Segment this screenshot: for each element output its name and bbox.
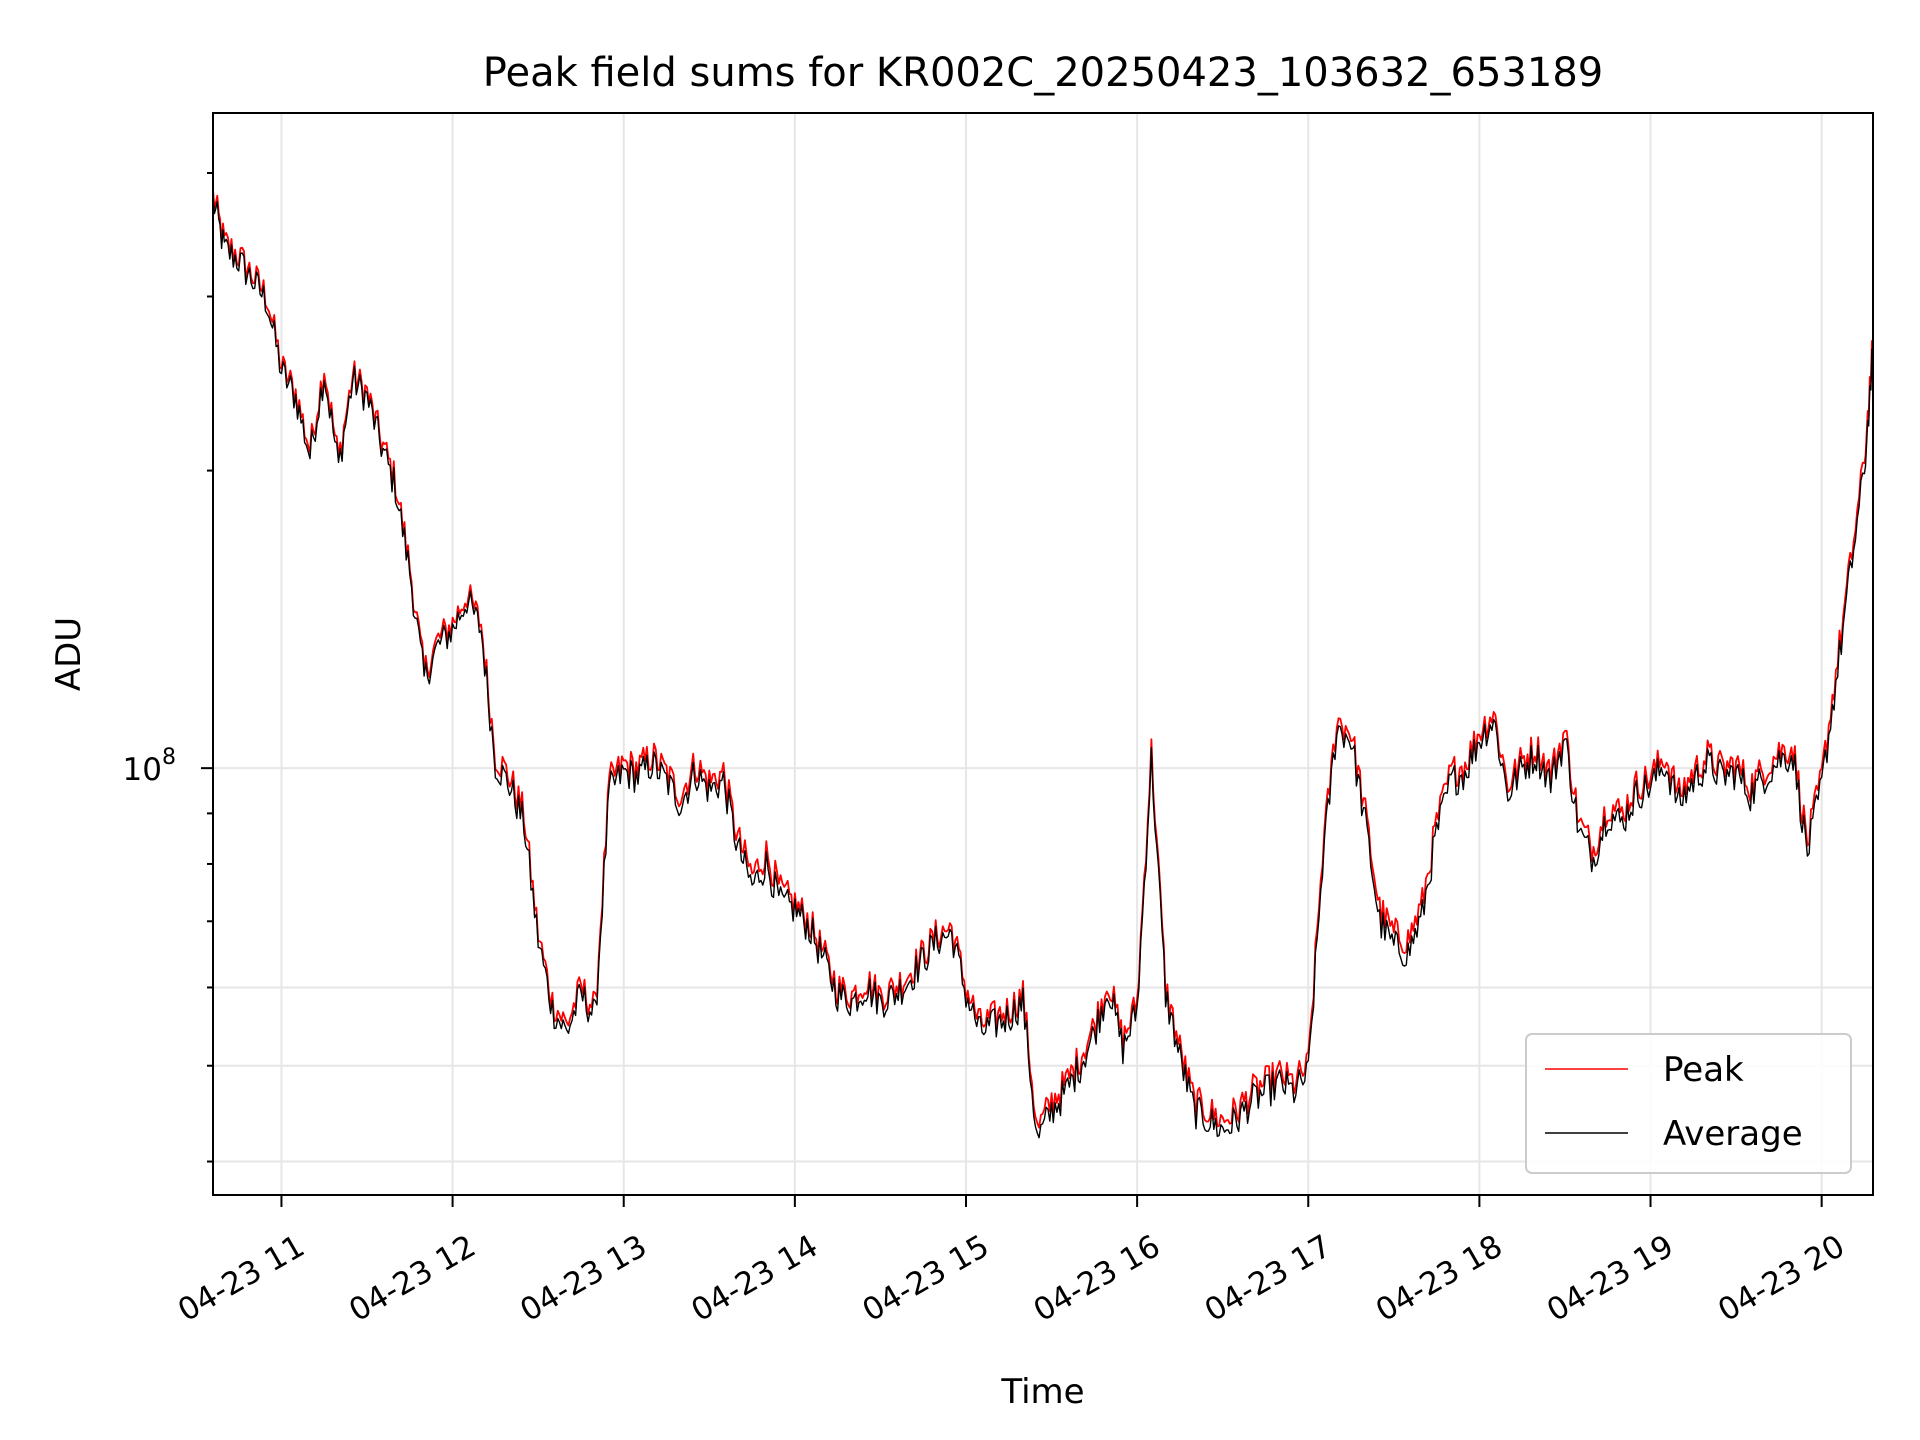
x-tick-label: 04-23 16: [1028, 1228, 1167, 1329]
grid: [213, 113, 1873, 1195]
legend-label-peak: Peak: [1663, 1050, 1744, 1090]
y-axis-label: ADU: [49, 617, 89, 691]
legend: Peak Average: [1525, 1033, 1852, 1174]
x-tick-label: 04-23 19: [1541, 1228, 1680, 1329]
x-tick-label: 04-23 18: [1370, 1228, 1509, 1329]
x-tick-label: 04-23 14: [685, 1228, 824, 1329]
y-tick-base: 10: [123, 752, 162, 788]
legend-label-average: Average: [1663, 1114, 1803, 1154]
y-tick-label: 108: [123, 745, 176, 788]
plot-frame: [212, 112, 1874, 1196]
series-line-average: [212, 195, 1873, 1139]
x-tick-label: 04-23 17: [1199, 1228, 1338, 1329]
x-tick-label: 04-23 12: [343, 1228, 482, 1329]
series-lines: [212, 189, 1873, 1139]
x-tick-label: 04-23 15: [856, 1228, 995, 1329]
x-tick-label: 04-23 13: [514, 1228, 653, 1329]
x-tick-label: 04-23 11: [172, 1228, 311, 1329]
y-tick-exponent: 8: [162, 745, 176, 770]
x-tick-label: 04-23 20: [1712, 1228, 1851, 1329]
x-axis-label: Time: [1000, 1372, 1084, 1412]
y-tick-label-1e8: 108: [123, 745, 176, 788]
chart-title: Peak field sums for KR002C_20250423_1036…: [483, 50, 1603, 96]
